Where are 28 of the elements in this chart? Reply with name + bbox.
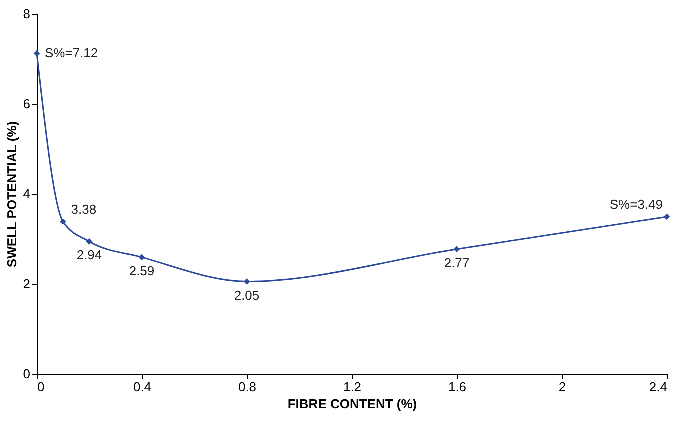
y-axis-title: SWELL POTENTIAL (%): [4, 121, 20, 268]
x-axis-title: FIBRE CONTENT (%): [288, 396, 418, 412]
x-tick-label: 0.4: [133, 380, 152, 394]
point: [664, 214, 670, 220]
data-label: 2.77: [444, 255, 470, 270]
point: [34, 50, 40, 57]
y-tick-label: 0: [23, 366, 30, 382]
x-tick-label: 2: [558, 380, 566, 394]
y-tick-label: 4: [23, 186, 30, 202]
point: [86, 238, 93, 245]
data-label: 2.05: [234, 288, 260, 303]
x-tick-label: 1.2: [343, 380, 362, 394]
x-tick-label: 1.6: [448, 380, 467, 394]
y-tick-label: 2: [23, 276, 30, 292]
data-label: S%=7.12: [45, 46, 98, 61]
x-tick-label: 0.8: [238, 380, 257, 394]
x-tick-label: 0: [38, 380, 45, 394]
point: [138, 254, 146, 261]
point: [244, 278, 250, 285]
point: [60, 218, 66, 226]
data-label: 3.38: [71, 202, 97, 217]
y-tick-label: 6: [23, 96, 30, 112]
data-label: S%=3.49: [610, 196, 663, 212]
x-tick-label: 2.4: [649, 380, 668, 394]
y-tick-label: 8: [23, 6, 30, 22]
data-label: 2.59: [129, 263, 155, 278]
point: [454, 246, 460, 253]
data-label: 2.94: [76, 248, 102, 263]
